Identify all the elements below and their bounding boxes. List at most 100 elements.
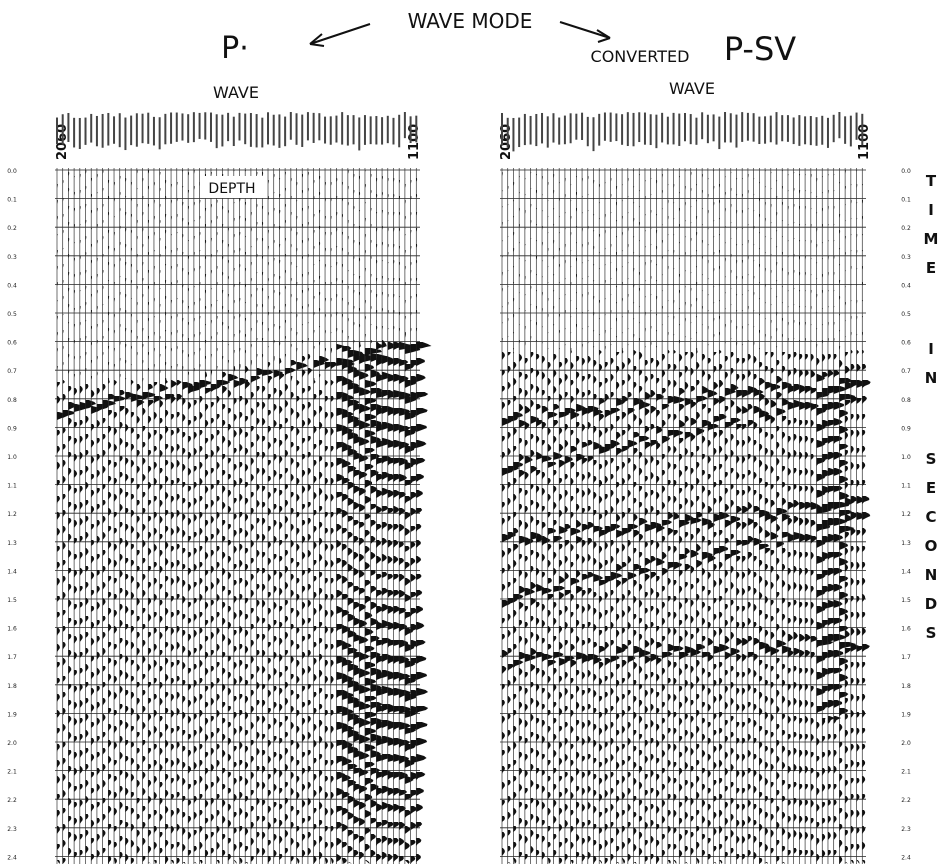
arrows [309, 21, 611, 47]
wiggle [622, 184, 632, 864]
wiggle [770, 172, 781, 864]
header-mark [809, 116, 812, 146]
header-mark [78, 117, 81, 149]
wiggle [559, 182, 570, 864]
header-mark [672, 112, 675, 145]
wiggle [393, 178, 409, 862]
wiggle [707, 178, 720, 860]
wiggle [782, 170, 792, 864]
time-label: 0.5 [7, 311, 17, 318]
wiggle [810, 174, 821, 858]
wiggle [862, 184, 871, 864]
header-mark [375, 116, 378, 145]
time-label: 2.4 [7, 854, 17, 861]
time-label: 1.8 [7, 683, 17, 690]
time-label: 0.6 [7, 340, 17, 347]
header-mark [90, 113, 93, 143]
header-mark [586, 116, 589, 147]
wiggle [159, 172, 169, 864]
header-mark [861, 113, 864, 146]
wiggle [256, 172, 267, 864]
wiggle [702, 174, 713, 858]
header-mark [415, 115, 418, 143]
wiggle [245, 170, 251, 864]
time-label: 1.1 [7, 483, 17, 490]
header-mark [147, 112, 150, 144]
header-mark [592, 117, 595, 152]
wiggle [845, 170, 855, 864]
wiggle [342, 182, 355, 864]
wiggle [359, 176, 376, 860]
header-mark [84, 117, 87, 145]
wiggle [645, 180, 655, 862]
time-label: 1.9 [7, 711, 17, 718]
wiggle [667, 184, 679, 864]
header-mark [369, 116, 372, 145]
wiggle [119, 176, 125, 860]
header-mark [581, 112, 584, 140]
wiggle [353, 174, 373, 858]
arrow-head [309, 33, 325, 47]
header-mark [849, 115, 852, 147]
header-mark [232, 116, 235, 147]
header-mark [95, 115, 98, 147]
wiggle [685, 170, 696, 864]
header-mark [289, 112, 292, 140]
wiggle [404, 184, 421, 864]
header-mark [392, 117, 395, 145]
header-mark [666, 116, 669, 145]
header-mark [535, 113, 538, 147]
depth-annotation: DEPTH [208, 181, 255, 197]
time-axis-word: SECONDS [922, 450, 940, 653]
header-mark [684, 112, 686, 142]
time-label: 2.0 [7, 740, 17, 747]
header-mark [701, 112, 704, 140]
header-mark [141, 113, 144, 144]
wiggle [604, 182, 616, 864]
time-label: 0.0 [901, 168, 911, 175]
header-mark [204, 112, 207, 140]
header-mark [712, 114, 715, 142]
header-mark [181, 113, 184, 141]
wiggle [513, 182, 524, 864]
header-mark [804, 116, 807, 145]
time-labels: 0.0 0.0 0.1 0.1 0.2 0.2 0.3 0.3 0.4 0.4 0.5 0.5 0.6 0… [7, 168, 911, 861]
left-mode: P· [221, 31, 249, 66]
wiggle [216, 184, 231, 864]
header-mark [209, 112, 212, 142]
wiggle [302, 174, 306, 858]
wiggle [250, 178, 261, 862]
wiggle [570, 184, 581, 864]
header-mark [643, 112, 646, 145]
header-mark [67, 112, 70, 142]
time-label: 1.3 [901, 540, 911, 547]
header-mark [826, 117, 829, 148]
header-mark [318, 113, 321, 141]
arrow-head [596, 29, 611, 43]
wiggle [211, 172, 222, 864]
wiggle [228, 178, 239, 862]
header-mark [792, 117, 795, 145]
header-mark [626, 112, 629, 147]
header-mark [706, 114, 709, 144]
time-label: 1.4 [7, 568, 17, 575]
header-mark [403, 112, 406, 139]
wiggle [639, 174, 651, 856]
time-label: 1.2 [7, 511, 17, 518]
time-label: 1.4 [901, 568, 911, 575]
time-label: 1.0 [901, 454, 911, 461]
header-mark [358, 117, 361, 151]
header-mark [335, 115, 338, 143]
time-label: 2.2 [901, 797, 911, 804]
wiggle [564, 178, 576, 862]
time-label: 0.6 [901, 340, 911, 347]
header-mark [546, 116, 549, 148]
wiggle [776, 180, 788, 862]
header-mark [113, 116, 116, 144]
wiggle [747, 174, 758, 858]
wiggle [370, 174, 386, 858]
left-depth-end: 1100 [407, 124, 422, 160]
traces [55, 112, 871, 864]
wiggle [199, 182, 212, 864]
